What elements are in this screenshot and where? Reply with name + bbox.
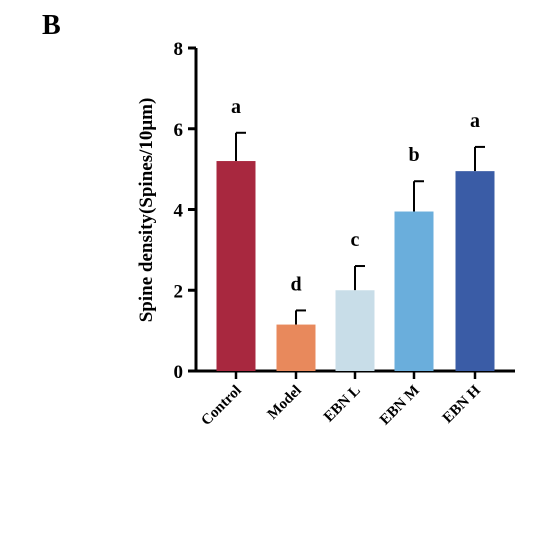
y-tick-label: 6 xyxy=(174,120,184,141)
y-tick-label: 8 xyxy=(174,39,184,60)
bar xyxy=(335,290,375,371)
x-tick-label: Model xyxy=(265,383,305,423)
y-axis-label: Spine density(Spines/10μm) xyxy=(136,98,157,323)
x-tick-label: EBN M xyxy=(377,383,423,429)
bar xyxy=(455,171,495,371)
x-tick-label: Control xyxy=(198,383,244,429)
bar xyxy=(394,211,434,371)
significance-label: b xyxy=(408,144,419,166)
bar xyxy=(276,324,316,371)
bar xyxy=(216,161,256,371)
significance-label: a xyxy=(231,96,241,118)
y-tick-label: 4 xyxy=(174,201,184,222)
x-tick-label: EBN L xyxy=(321,383,364,426)
significance-label: d xyxy=(290,273,301,295)
plot-area: 0 2 4 6 8 a Control d Model c EBN L b EBN M a EBN H xyxy=(174,39,515,429)
y-tick-label: 2 xyxy=(174,281,184,302)
panel-label: B xyxy=(42,10,61,41)
x-tick-label: EBN H xyxy=(440,382,484,426)
significance-label: c xyxy=(351,229,360,251)
significance-label: a xyxy=(470,110,480,132)
y-tick-label: 0 xyxy=(174,362,184,383)
